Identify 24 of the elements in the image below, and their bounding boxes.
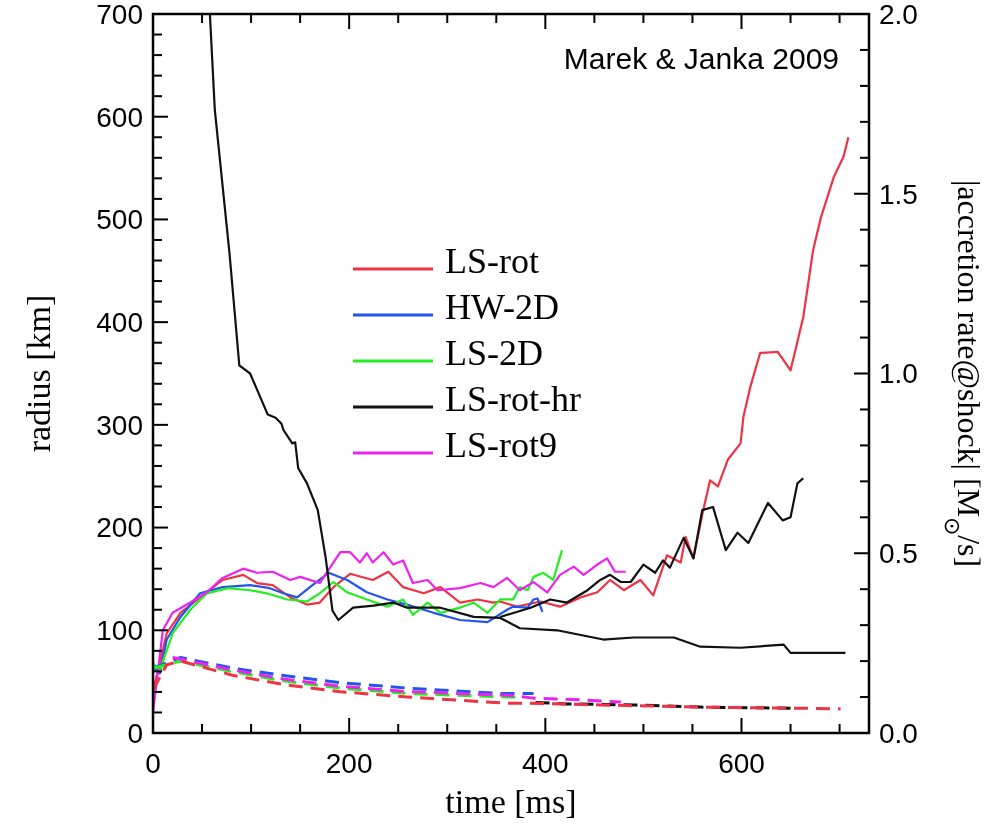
legend-label: LS-rot-hr xyxy=(445,378,581,419)
y2-tick-label: 0.0 xyxy=(879,717,918,749)
y-tick-label: 0 xyxy=(127,717,143,749)
y-tick-label: 600 xyxy=(96,101,143,133)
y2-tick-label: 2.0 xyxy=(879,0,918,30)
x-tick-label: 400 xyxy=(521,748,569,779)
x-tick-label: 600 xyxy=(718,748,765,779)
y-tick-label: 300 xyxy=(96,409,143,441)
y-tick-label: 700 xyxy=(96,0,143,30)
y2-tick-label: 1.0 xyxy=(879,358,918,390)
y2-tick-label: 1.5 xyxy=(879,178,918,210)
y-tick-label: 500 xyxy=(96,204,143,236)
legend-label: LS-rot9 xyxy=(445,424,557,465)
legend-label: LS-rot xyxy=(445,240,539,281)
y2-tick-label: 0.5 xyxy=(879,538,918,570)
y-tick-label: 400 xyxy=(96,306,143,338)
legend-label: HW-2D xyxy=(445,286,559,327)
legend-label: LS-2D xyxy=(445,332,543,373)
x-tick-label: 200 xyxy=(325,748,373,779)
y-tick-label: 100 xyxy=(96,615,143,647)
x-axis-title: time [ms] xyxy=(445,783,577,820)
y-tick-label: 200 xyxy=(96,512,143,544)
y-axis-title: radius [km] xyxy=(20,294,57,453)
annotation: Marek & Janka 2009 xyxy=(563,42,839,75)
